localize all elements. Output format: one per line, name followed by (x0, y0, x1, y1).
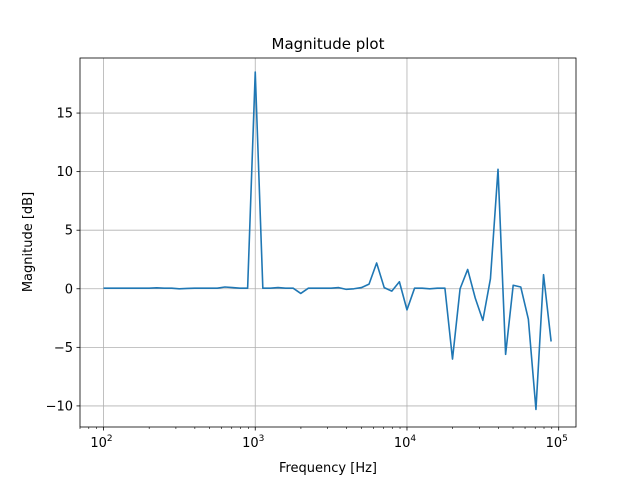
series-layer (103, 71, 552, 411)
plot-frame (79, 57, 577, 428)
y-tick-label: −10 (46, 399, 73, 414)
x-tick-label: 105 (546, 434, 568, 451)
y-tick-label: 15 (56, 107, 73, 122)
x-axis-label: Frequency [Hz] (279, 461, 377, 476)
x-tick-label: 104 (394, 434, 417, 451)
y-tick-label: −5 (54, 341, 73, 356)
y-axis-label: Magnitude [dB] (21, 192, 36, 292)
chart-title: Magnitude plot (272, 35, 385, 53)
series-line (103, 71, 552, 411)
grid (80, 58, 576, 427)
y-tick-label: 5 (65, 224, 73, 239)
x-tick-label: 102 (90, 434, 112, 451)
y-tick-label: 10 (56, 165, 73, 180)
y-tick-label: 0 (65, 282, 73, 297)
x-tick-label: 103 (242, 434, 264, 451)
